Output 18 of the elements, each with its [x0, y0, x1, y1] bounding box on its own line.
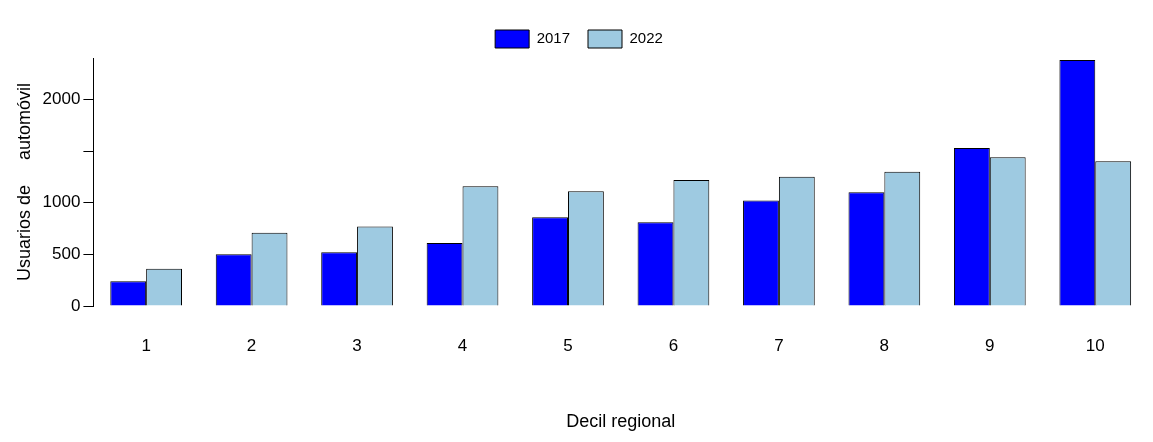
- x-tick-label: 5: [563, 335, 573, 355]
- y-axis-title: Usuarios de automóvil: [13, 82, 34, 282]
- x-tick-label: 7: [774, 335, 784, 355]
- x-tick-label: 1: [141, 335, 151, 355]
- x-tick-label: 3: [352, 335, 362, 355]
- legend-label: 2022: [629, 29, 663, 47]
- x-tick-label: 10: [1085, 335, 1105, 355]
- x-tick-label: 6: [668, 335, 679, 355]
- x-tick-label: 2: [246, 335, 257, 355]
- legend-label: 2017: [536, 29, 571, 47]
- x-tick-label: 9: [985, 335, 995, 355]
- y-tick-label: 1000: [42, 192, 81, 212]
- x-tick-label: 8: [879, 335, 890, 355]
- x-tick-label: 4: [457, 335, 468, 355]
- y-tick-label: 2000: [42, 89, 81, 109]
- y-tick-label: 500: [52, 244, 81, 264]
- x-axis-title: Decil regional: [566, 411, 676, 432]
- y-tick-label: 0: [70, 295, 81, 315]
